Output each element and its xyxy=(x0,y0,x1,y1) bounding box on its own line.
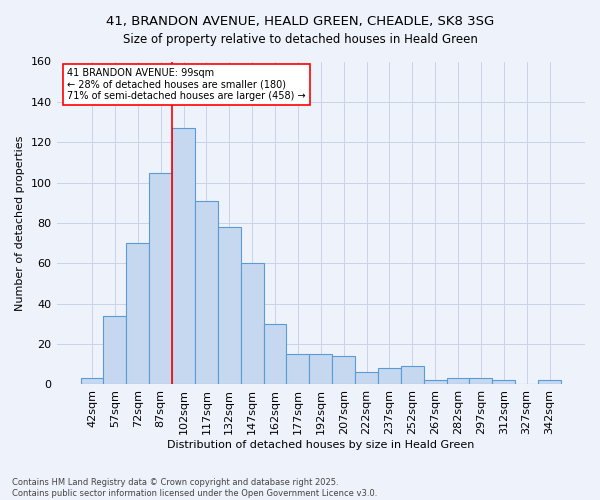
Text: 41 BRANDON AVENUE: 99sqm
← 28% of detached houses are smaller (180)
71% of semi-: 41 BRANDON AVENUE: 99sqm ← 28% of detach… xyxy=(67,68,306,101)
Bar xyxy=(149,172,172,384)
Bar xyxy=(80,378,103,384)
Bar xyxy=(218,227,241,384)
Bar xyxy=(378,368,401,384)
Bar xyxy=(446,378,469,384)
Bar xyxy=(172,128,195,384)
Bar xyxy=(332,356,355,384)
Text: Size of property relative to detached houses in Heald Green: Size of property relative to detached ho… xyxy=(122,32,478,46)
Bar xyxy=(355,372,378,384)
Text: Contains HM Land Registry data © Crown copyright and database right 2025.
Contai: Contains HM Land Registry data © Crown c… xyxy=(12,478,377,498)
Bar xyxy=(538,380,561,384)
Bar xyxy=(469,378,493,384)
Bar xyxy=(493,380,515,384)
Bar xyxy=(286,354,310,384)
Bar xyxy=(241,264,263,384)
Text: 41, BRANDON AVENUE, HEALD GREEN, CHEADLE, SK8 3SG: 41, BRANDON AVENUE, HEALD GREEN, CHEADLE… xyxy=(106,15,494,28)
Bar xyxy=(195,201,218,384)
Bar xyxy=(401,366,424,384)
Bar xyxy=(127,243,149,384)
Bar xyxy=(310,354,332,384)
Y-axis label: Number of detached properties: Number of detached properties xyxy=(15,136,25,310)
Bar xyxy=(263,324,286,384)
X-axis label: Distribution of detached houses by size in Heald Green: Distribution of detached houses by size … xyxy=(167,440,475,450)
Bar xyxy=(103,316,127,384)
Bar xyxy=(424,380,446,384)
